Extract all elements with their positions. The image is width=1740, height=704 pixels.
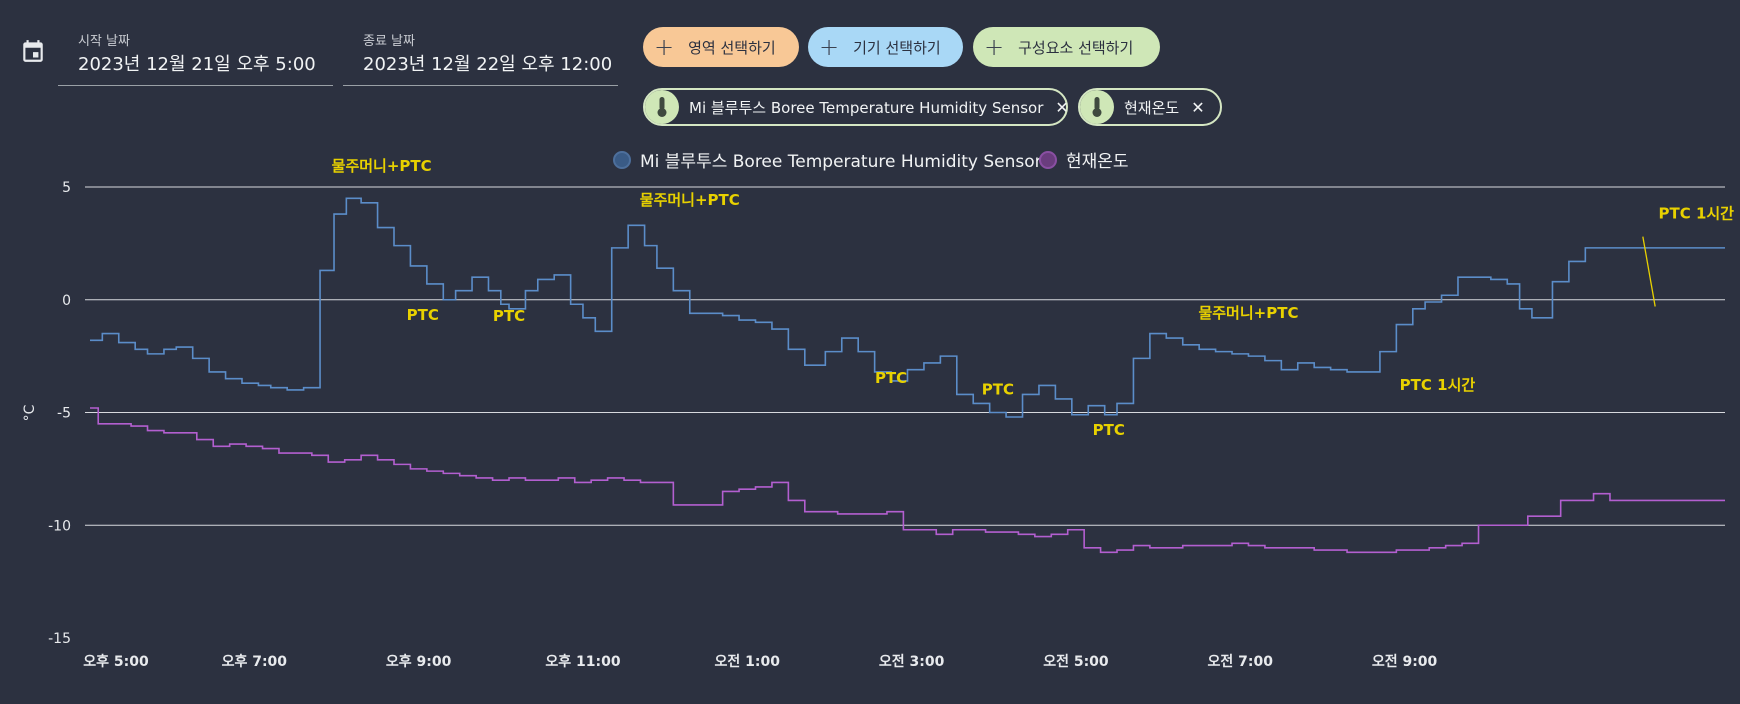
remove-sensor-chip-icon[interactable]: ✕ (1055, 97, 1069, 117)
current-temp-chip[interactable]: 현재온도 ✕ (1078, 88, 1222, 126)
plus-icon: + (819, 33, 840, 61)
y-tick-label: -15 (48, 631, 71, 647)
y-tick-label: 5 (62, 180, 71, 196)
start-date-field[interactable]: 시작 날짜 2023년 12월 21일 오후 5:00 (58, 28, 333, 86)
sensor-chip-label: Mi 블루투스 Boree Temperature Humidity Senso… (689, 98, 1044, 117)
x-tick-label: 오전 1:00 (715, 653, 781, 670)
end-date-field[interactable]: 종료 날짜 2023년 12월 22일 오후 12:00 (343, 28, 618, 86)
y-axis-label: °C (22, 404, 38, 421)
legend-label-sensor: Mi 블루투스 Boree Temperature Humidity Senso… (640, 152, 1042, 172)
plus-icon: + (654, 33, 675, 61)
current-temp-chip-label: 현재온도 (1124, 98, 1180, 117)
select-area-label: 영역 선택하기 (688, 38, 776, 57)
legend-label-current: 현재온도 (1066, 152, 1129, 172)
remove-current-temp-chip-icon[interactable]: ✕ (1191, 97, 1205, 117)
x-tick-label: 오후 5:00 (83, 654, 149, 670)
annotation-label: PTC 1시간 (1658, 205, 1734, 223)
x-tick-label: 오후 9:00 (386, 654, 452, 670)
legend-dot (613, 150, 631, 169)
select-entity-label: 구성요소 선택하기 (1018, 38, 1134, 57)
start-date-value[interactable]: 2023년 12월 21일 오후 5:00 (78, 54, 316, 75)
annotation-label: PTC 1시간 (1400, 376, 1476, 394)
x-tick-label: 오전 9:00 (1372, 653, 1438, 670)
select-device-button[interactable]: + 기기 선택하기 (808, 27, 963, 67)
y-tick-label: -5 (57, 406, 71, 422)
end-date-label: 종료 날짜 (363, 34, 415, 49)
annotation-label: 물주머니+PTC (1198, 304, 1298, 322)
annotation-label: PTC (493, 307, 525, 325)
annotation-label: 물주머니+PTC (640, 191, 740, 209)
plus-icon: + (984, 33, 1005, 61)
legend-dot (1039, 150, 1057, 169)
x-tick-label: 오전 7:00 (1208, 653, 1274, 670)
x-tick-label: 오후 7:00 (222, 654, 288, 670)
select-device-label: 기기 선택하기 (853, 38, 941, 57)
series-line-2 (90, 407, 1725, 554)
select-area-button[interactable]: + 영역 선택하기 (643, 27, 799, 67)
end-date-value[interactable]: 2023년 12월 22일 오후 12:00 (363, 54, 613, 75)
legend-item-sensor[interactable]: Mi 블루투스 Boree Temperature Humidity Senso… (613, 147, 1042, 172)
legend-item-current[interactable]: 현재온도 (1039, 147, 1129, 172)
x-tick-label: 오전 5:00 (1043, 653, 1109, 670)
y-tick-label: -10 (48, 518, 71, 534)
annotation-label: PTC (1093, 421, 1125, 439)
annotation-callout-line (1642, 236, 1656, 307)
series-line-1 (90, 197, 1725, 418)
y-tick-label: 0 (62, 293, 71, 309)
thermometer-icon (645, 90, 679, 124)
annotation-label: PTC (875, 369, 907, 387)
annotation-label: PTC (982, 380, 1014, 398)
calendar-icon[interactable] (20, 38, 46, 64)
thermometer-icon (1080, 90, 1114, 124)
x-tick-label: 오후 11:00 (545, 654, 620, 670)
annotation-label: 물주머니+PTC (332, 157, 432, 175)
select-entity-button[interactable]: + 구성요소 선택하기 (973, 27, 1160, 67)
annotation-label: PTC (407, 306, 439, 324)
x-tick-label: 오전 3:00 (879, 653, 945, 670)
start-date-label: 시작 날짜 (78, 34, 130, 49)
sensor-chip[interactable]: Mi 블루투스 Boree Temperature Humidity Senso… (643, 88, 1069, 126)
